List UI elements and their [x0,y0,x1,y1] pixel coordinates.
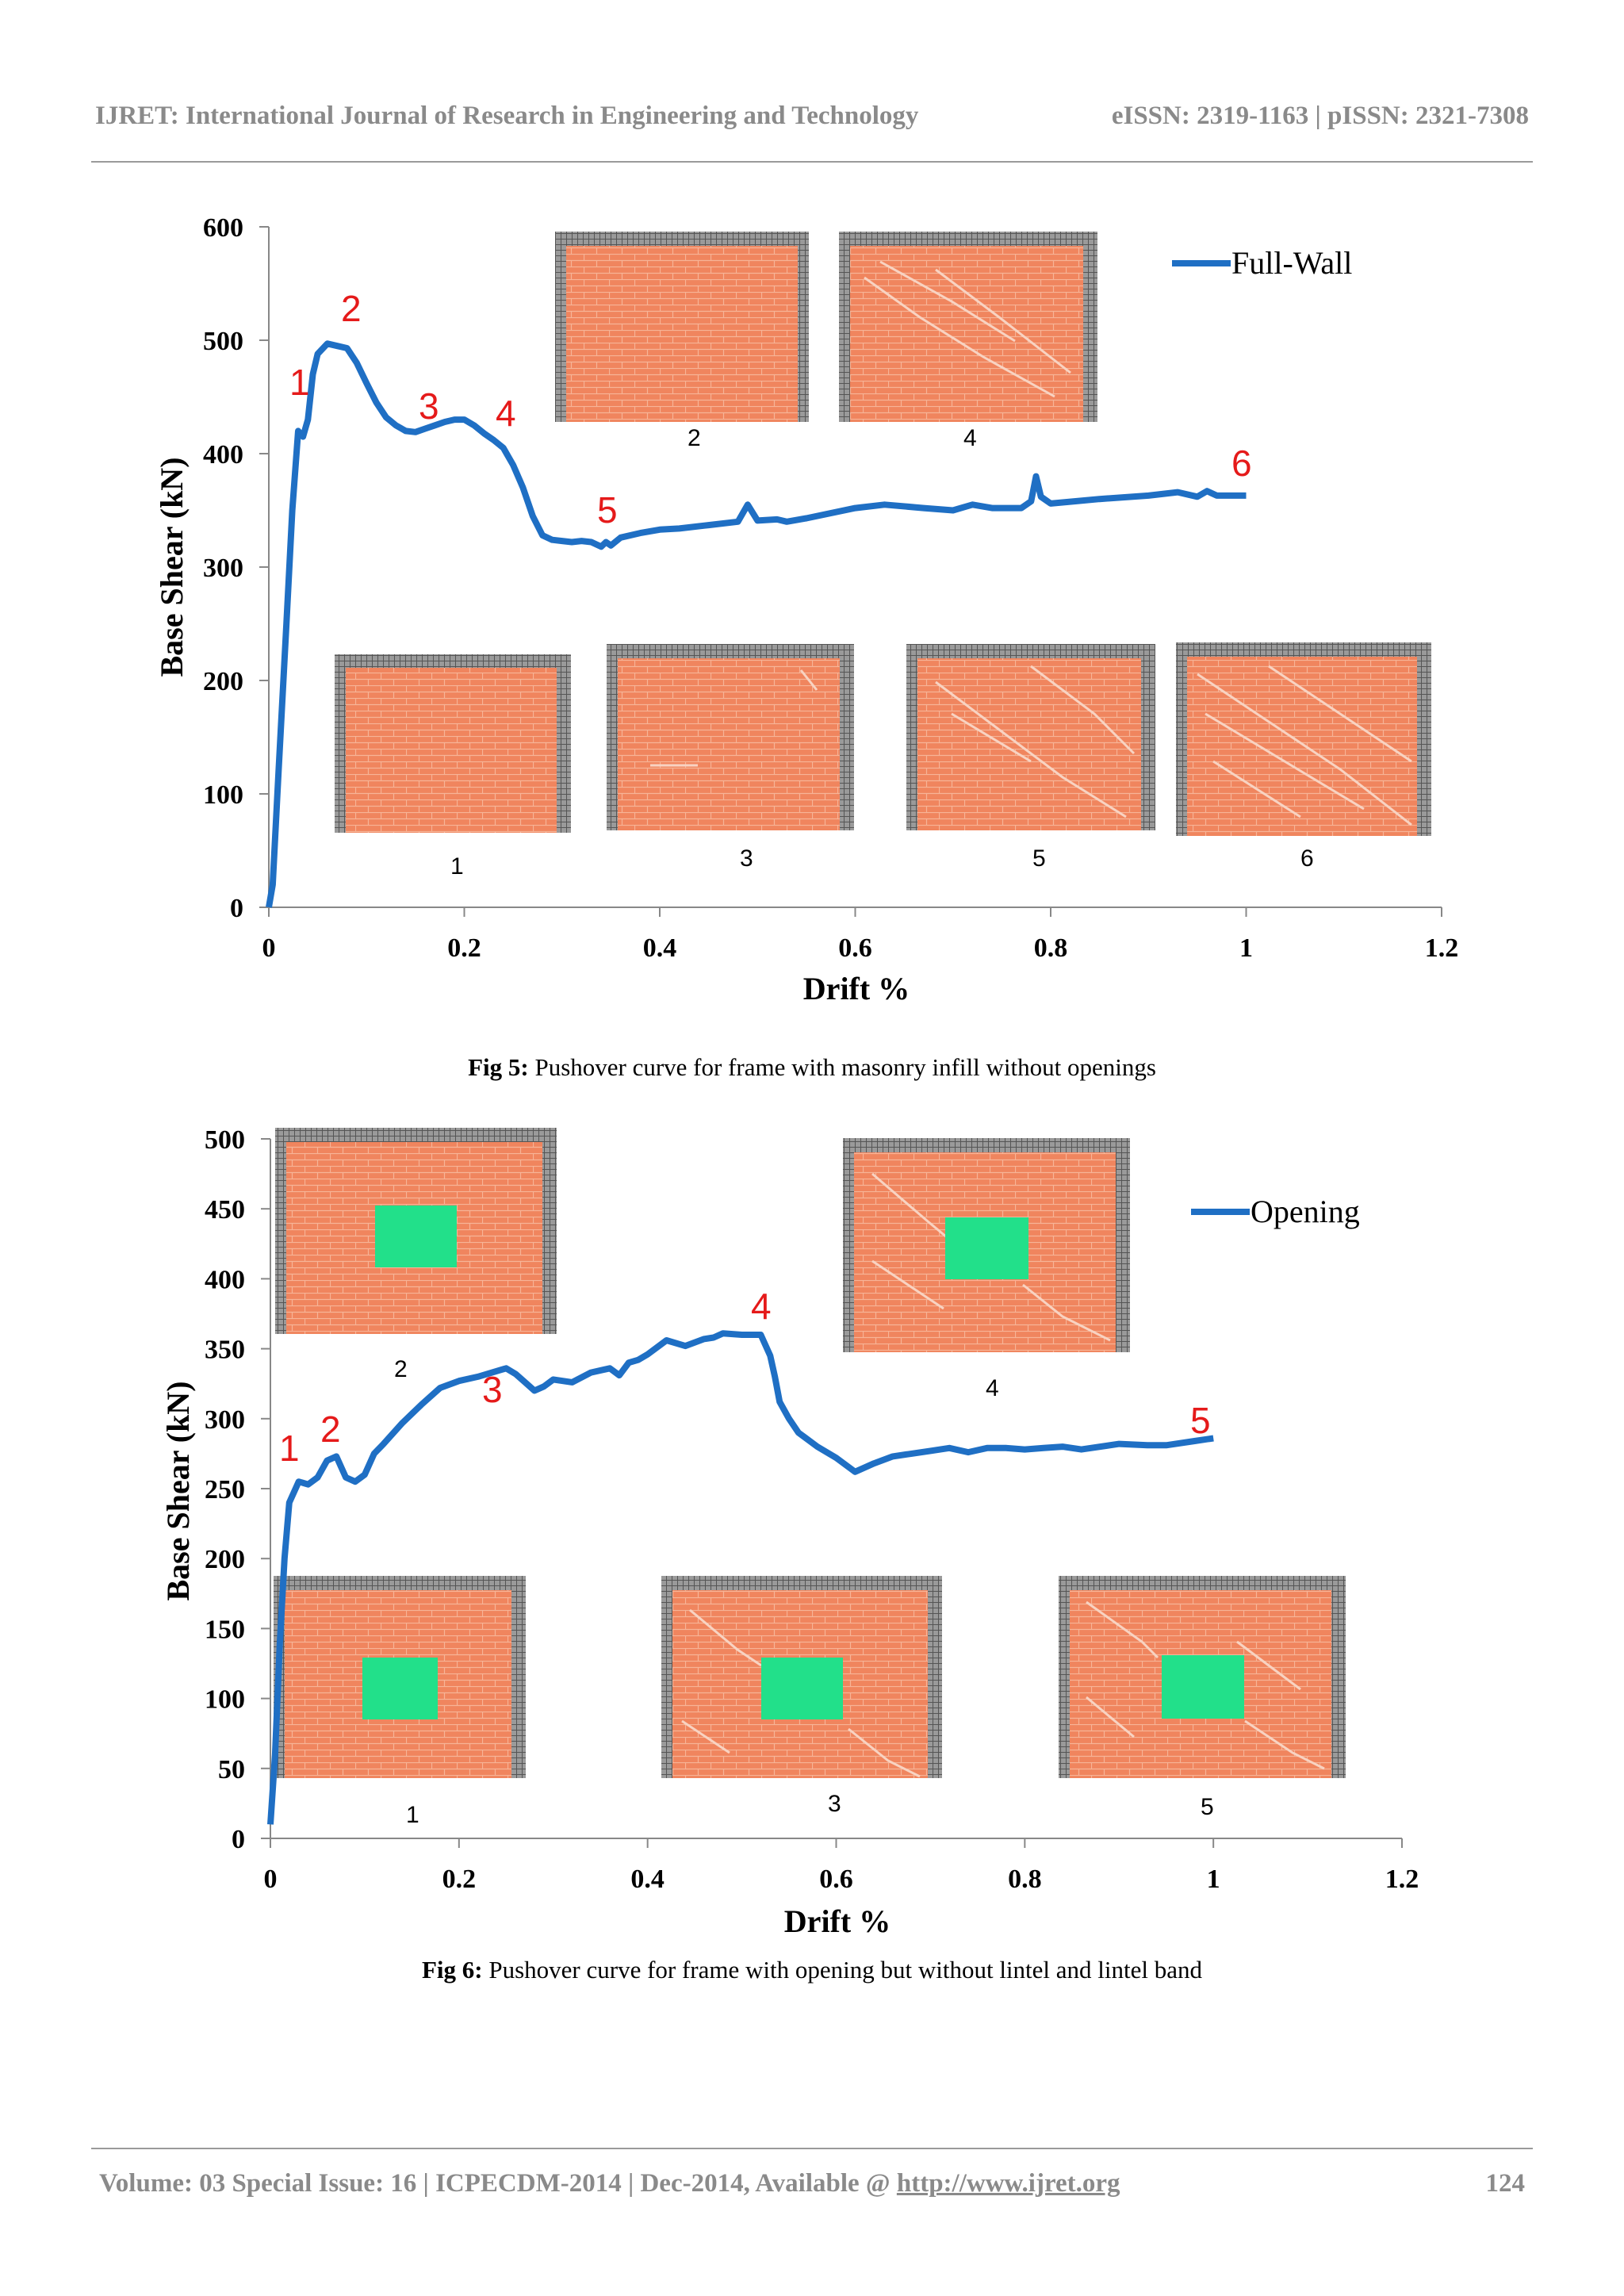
fig6-chart: 0 50 100 150 200 250 300 350 400 450 500 0 0.2 0.4 0.… [160,1125,1419,1939]
x-tick-label: 1 [1207,1865,1220,1894]
x-tick-label: 1.2 [1425,933,1459,963]
wall-image-stage-6 [1176,642,1431,836]
stage-label-1: 1 [406,1802,419,1828]
stage-label-4: 4 [963,425,977,451]
annotation-1: 1 [289,362,310,403]
page-header: IJRET: International Journal of Research… [95,94,1529,141]
annotation-6: 6 [1231,443,1252,484]
y-tick-label: 300 [205,1405,245,1435]
fig5-caption: Fig 5: Pushover curve for frame with mas… [0,1053,1624,1082]
fig6-caption-label: Fig 6: [421,1956,483,1984]
y-tick-label: 100 [205,1685,245,1715]
legend: Opening [1191,1194,1360,1229]
wall-image-stage-2 [555,232,809,422]
wall-image-stage-4 [843,1138,1130,1352]
legend-label-full-wall: Full-Wall [1231,245,1352,281]
fig6-caption-text: Pushover curve for frame with opening bu… [482,1956,1203,1984]
wall-image-stage-3 [607,644,854,830]
stage-label-4: 4 [986,1375,999,1401]
fig5-caption-label: Fig 5: [468,1053,529,1081]
wall-image-stage-1 [274,1576,526,1778]
y-tick-label: 400 [203,440,243,470]
y-tick-label: 500 [205,1125,245,1155]
y-axis-title: Base Shear (kN) [154,457,190,677]
x-tick-label: 0.6 [819,1865,853,1894]
y-axis-title: Base Shear (kN) [160,1381,196,1600]
annotation-5: 5 [1190,1400,1211,1441]
y-tick-label: 300 [203,554,243,583]
annotation-1: 1 [279,1428,300,1469]
y-tick-label: 600 [203,213,243,243]
stage-label-3: 3 [828,1791,841,1817]
y-tick-label: 200 [203,667,243,696]
x-tick-label: 0.4 [643,933,677,963]
stage-label-3: 3 [740,845,753,872]
journal-link[interactable]: http://www.ijret.org [896,2169,1120,2198]
wall-image-stage-3 [661,1576,942,1778]
y-tick-label: 100 [203,780,243,810]
journal-name: IJRET: International Journal of Research… [95,102,919,130]
annotation-4: 4 [751,1286,772,1327]
page-number: 124 [1485,2169,1526,2198]
y-tick-label: 50 [218,1755,245,1784]
y-tick-label: 450 [205,1195,245,1225]
stage-label-5: 5 [1201,1794,1214,1820]
stage-label-2: 2 [688,425,701,451]
x-tick-label: 0 [262,933,276,963]
x-tick-label: 0.4 [630,1865,665,1894]
annotation-2: 2 [341,288,362,329]
stage-label-5: 5 [1032,845,1046,872]
x-tick-label: 0.2 [447,933,481,963]
wall-image-stage-1 [335,654,571,833]
wall-image-stage-2 [275,1128,557,1334]
annotation-5: 5 [597,489,618,531]
x-tick-label: 0.8 [1034,933,1068,963]
y-tick-label: 500 [203,327,243,356]
wall-image-stage-5 [906,644,1155,830]
stage-label-2: 2 [394,1356,408,1382]
footer-divider [91,2148,1533,2149]
legend-label-opening: Opening [1251,1194,1360,1229]
x-tick-label: 0.8 [1008,1865,1042,1894]
y-tick-label: 350 [205,1336,245,1365]
y-tick-label: 400 [205,1265,245,1294]
annotation-4: 4 [496,393,516,434]
x-tick-label: 0.6 [838,933,872,963]
legend: Full-Wall [1172,245,1352,281]
opening-series-line [267,1330,1214,1825]
x-tick-label: 1 [1239,933,1253,963]
annotation-3: 3 [419,385,439,427]
page-footer: Volume: 03 Special Issue: 16 | ICPECDM-2… [99,2169,1525,2198]
annotation-2: 2 [320,1409,341,1450]
x-tick-label: 0.2 [442,1865,477,1894]
wall-image-stage-5 [1059,1576,1346,1778]
fig5-caption-text: Pushover curve for frame with masonry in… [528,1053,1156,1081]
wall-image-stage-4 [839,232,1097,422]
stage-label-6: 6 [1300,845,1314,872]
x-tick-label: 1.2 [1385,1865,1419,1894]
annotation-3: 3 [482,1369,503,1410]
x-axis-title: Drift % [784,1903,891,1939]
fig6-caption: Fig 6: Pushover curve for frame with ope… [0,1956,1624,1984]
header-divider [91,161,1533,163]
fig5-chart: 0 100 200 300 400 500 600 0 0.2 0.4 0.6 0.8 1 1.2 Ba… [154,213,1459,1006]
y-tick-label: 250 [205,1475,245,1504]
full-wall-series-line [266,340,1247,908]
stage-label-1: 1 [450,853,464,880]
y-tick-label: 0 [230,894,243,923]
y-tick-label: 200 [205,1545,245,1574]
issn-text: eISSN: 2319-1163 | pISSN: 2321-7308 [1111,102,1529,130]
x-tick-label: 0 [264,1865,278,1894]
y-tick-label: 150 [205,1615,245,1644]
volume-text: Volume: 03 Special Issue: 16 | ICPECDM-2… [99,2169,897,2198]
y-tick-label: 0 [232,1825,245,1854]
x-axis-title: Drift % [803,971,910,1006]
